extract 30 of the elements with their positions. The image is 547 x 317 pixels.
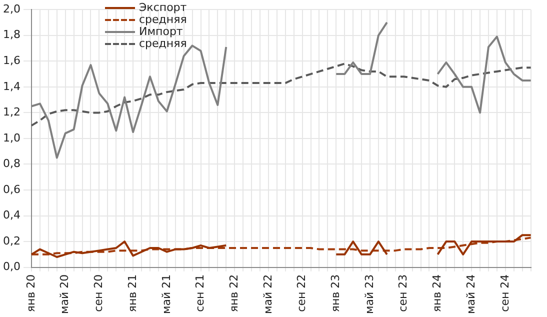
x-tick-label: сен 20 [92, 274, 106, 312]
y-tick-label: 0,4 [2, 208, 20, 222]
y-tick-label: 1,4 [2, 80, 20, 93]
y-tick-label: 2,0 [2, 2, 20, 16]
y-tick-label: 0,6 [2, 182, 20, 196]
x-tick-label: янв 20 [24, 274, 38, 312]
y-tick-label: 1,6 [2, 54, 20, 68]
y-tick-label: 0,0 [2, 260, 20, 274]
y-tick-label: 0,2 [2, 234, 20, 248]
legend-label: Импорт [139, 25, 183, 38]
x-tick-label: май 23 [362, 274, 376, 314]
y-tick-label: 0,8 [2, 157, 20, 170]
x-tick-label: сен 23 [396, 274, 410, 312]
x-tick-label: сен 22 [295, 274, 308, 312]
x-tick-label: янв 23 [329, 274, 342, 312]
x-tick-label: янв 21 [126, 274, 139, 312]
x-tick-label: сен 24 [498, 274, 512, 312]
y-tick-label: 1,8 [2, 28, 20, 42]
x-tick-label: янв 24 [430, 274, 444, 312]
x-tick-label: янв 22 [227, 274, 240, 312]
x-tick-label: май 21 [160, 274, 173, 314]
y-tick-label: 1,0 [2, 131, 20, 144]
legend-label: Экспорт [139, 1, 187, 14]
x-tick-label: май 22 [261, 274, 274, 314]
x-tick-label: май 24 [464, 274, 478, 314]
x-tick-label: сен 21 [194, 274, 207, 312]
x-tick-label: май 20 [58, 274, 72, 314]
legend-label: средняя [139, 13, 187, 26]
y-tick-label: 1,2 [2, 106, 20, 119]
legend-label: средняя [139, 37, 187, 50]
